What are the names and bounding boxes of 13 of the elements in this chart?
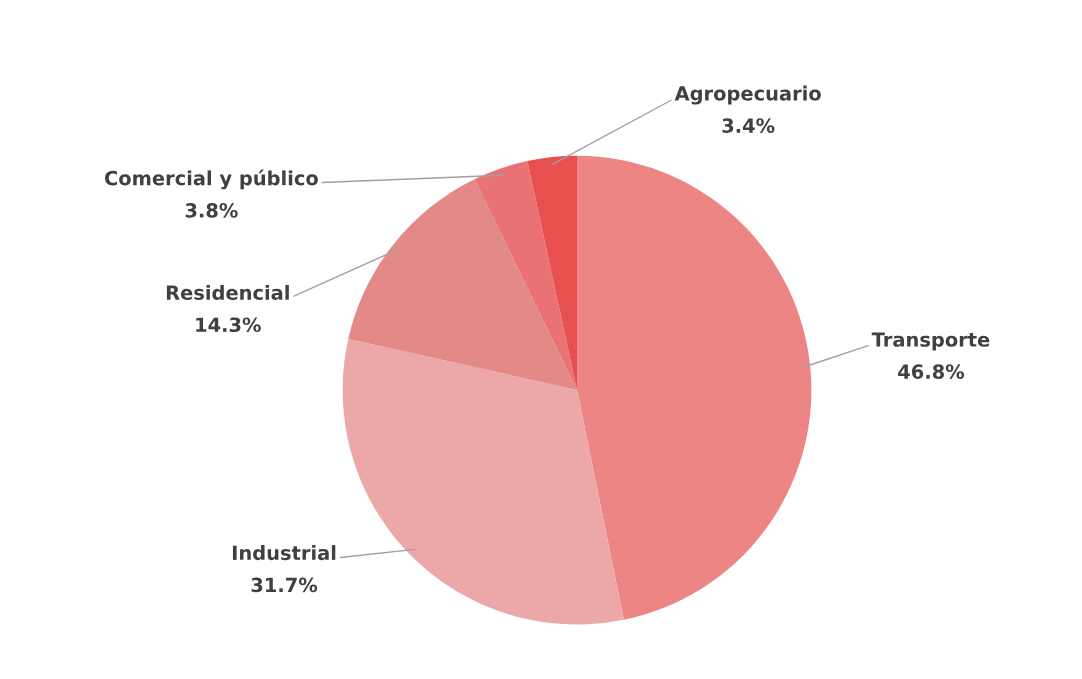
slice-label: Comercial y público	[104, 169, 318, 190]
pie-slice	[342, 338, 624, 625]
slice-label: Transporte	[871, 332, 990, 351]
pie-slice	[527, 155, 578, 391]
pie-slice	[474, 161, 578, 391]
data-label: 14.3%	[196, 317, 261, 333]
data-label: 3.4%	[722, 118, 775, 133]
data-label: 3.8%	[185, 203, 238, 218]
slice-label: Residencial	[166, 284, 289, 300]
data-label: 31.7%	[251, 577, 318, 593]
slice-label: Agropecuario	[674, 85, 821, 105]
slice-label: Industrial	[232, 545, 336, 561]
data-label: 46.8%	[898, 364, 965, 379]
